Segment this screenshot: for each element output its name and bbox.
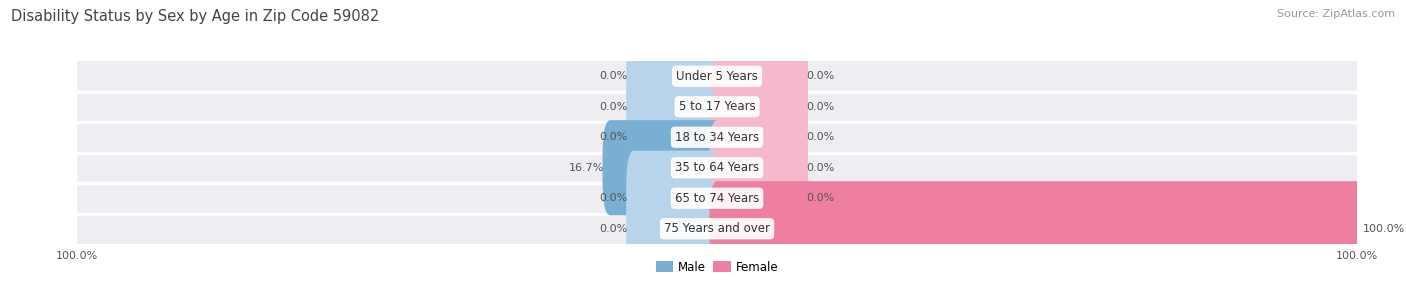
FancyBboxPatch shape xyxy=(710,120,808,215)
Text: 35 to 64 Years: 35 to 64 Years xyxy=(675,161,759,174)
Text: 16.7%: 16.7% xyxy=(568,163,603,173)
FancyBboxPatch shape xyxy=(77,61,1357,92)
Text: 0.0%: 0.0% xyxy=(807,102,835,112)
Text: 0.0%: 0.0% xyxy=(807,193,835,203)
FancyBboxPatch shape xyxy=(626,151,724,246)
Text: 5 to 17 Years: 5 to 17 Years xyxy=(679,100,755,113)
Text: Under 5 Years: Under 5 Years xyxy=(676,70,758,83)
FancyBboxPatch shape xyxy=(710,151,808,246)
Text: 0.0%: 0.0% xyxy=(599,71,627,81)
Text: 0.0%: 0.0% xyxy=(807,132,835,142)
FancyBboxPatch shape xyxy=(710,90,808,185)
FancyBboxPatch shape xyxy=(603,120,724,215)
FancyBboxPatch shape xyxy=(626,181,724,276)
FancyBboxPatch shape xyxy=(710,29,808,124)
FancyBboxPatch shape xyxy=(77,214,1357,244)
FancyBboxPatch shape xyxy=(626,59,724,154)
Text: Disability Status by Sex by Age in Zip Code 59082: Disability Status by Sex by Age in Zip C… xyxy=(11,9,380,24)
Text: Source: ZipAtlas.com: Source: ZipAtlas.com xyxy=(1277,9,1395,19)
FancyBboxPatch shape xyxy=(626,90,724,185)
FancyBboxPatch shape xyxy=(710,59,808,154)
FancyBboxPatch shape xyxy=(77,152,1357,183)
FancyBboxPatch shape xyxy=(77,122,1357,152)
Text: 0.0%: 0.0% xyxy=(807,71,835,81)
Text: 0.0%: 0.0% xyxy=(807,163,835,173)
Text: 75 Years and over: 75 Years and over xyxy=(664,222,770,235)
FancyBboxPatch shape xyxy=(626,29,724,124)
FancyBboxPatch shape xyxy=(77,92,1357,122)
Text: 0.0%: 0.0% xyxy=(599,224,627,234)
Text: 0.0%: 0.0% xyxy=(599,132,627,142)
Text: 100.0%: 100.0% xyxy=(1364,224,1406,234)
FancyBboxPatch shape xyxy=(710,181,1364,276)
Text: 0.0%: 0.0% xyxy=(599,193,627,203)
Legend: Male, Female: Male, Female xyxy=(651,256,783,278)
Text: 65 to 74 Years: 65 to 74 Years xyxy=(675,192,759,205)
Text: 18 to 34 Years: 18 to 34 Years xyxy=(675,131,759,144)
Text: 0.0%: 0.0% xyxy=(599,102,627,112)
FancyBboxPatch shape xyxy=(77,183,1357,214)
